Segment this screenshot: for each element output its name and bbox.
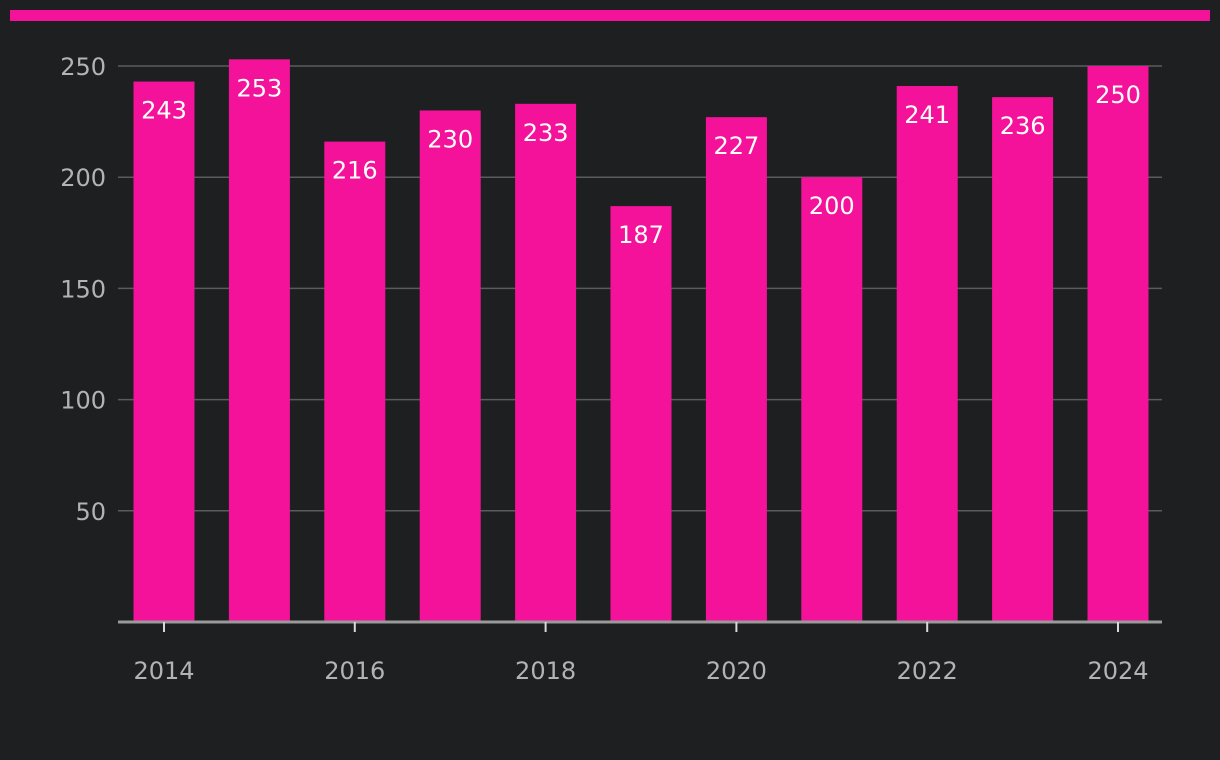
- y-tick-label: 250: [60, 53, 106, 81]
- y-tick-label: 200: [60, 164, 106, 192]
- bar-2018: [515, 103, 577, 623]
- y-tick-label: 150: [60, 275, 106, 303]
- x-tick-label: 2018: [515, 657, 576, 685]
- axes: 50 100 150 200 250 2014 2016 2018 2020 2022 2024: [60, 53, 1162, 685]
- bar-2014: [133, 81, 195, 623]
- bars: [133, 59, 1149, 623]
- bar-2016: [324, 141, 386, 622]
- bar-2023: [992, 97, 1054, 623]
- accent-top-bar: [10, 10, 1210, 21]
- bar-2022: [896, 86, 958, 623]
- data-label-2023: 236: [1000, 112, 1046, 140]
- x-tick-label: 2024: [1087, 657, 1148, 685]
- data-labels: 243 253 216 230 233 187 227 200 241 236 250: [141, 74, 1141, 249]
- x-tick-label: 2020: [706, 657, 767, 685]
- data-label-2022: 241: [904, 101, 950, 129]
- data-label-2015: 253: [236, 74, 282, 102]
- x-tick-label: 2014: [133, 657, 194, 685]
- data-label-2018: 233: [523, 119, 569, 147]
- x-tick-label: 2016: [324, 657, 385, 685]
- data-label-2019: 187: [618, 221, 664, 249]
- data-label-2024: 250: [1095, 81, 1141, 109]
- bar-2017: [419, 110, 481, 622]
- y-tick-label: 100: [60, 387, 106, 415]
- data-label-2020: 227: [713, 132, 759, 160]
- y-tick-label: 50: [75, 498, 106, 526]
- bar-2020: [705, 117, 767, 622]
- bar-2019: [610, 206, 672, 622]
- data-label-2016: 216: [332, 157, 378, 185]
- x-tick-label: 2022: [897, 657, 958, 685]
- bar-2015: [228, 59, 290, 622]
- data-label-2021: 200: [809, 192, 855, 220]
- data-label-2017: 230: [427, 125, 473, 153]
- bar-2021: [801, 177, 863, 622]
- data-label-2014: 243: [141, 97, 187, 125]
- bar-2024: [1087, 66, 1149, 622]
